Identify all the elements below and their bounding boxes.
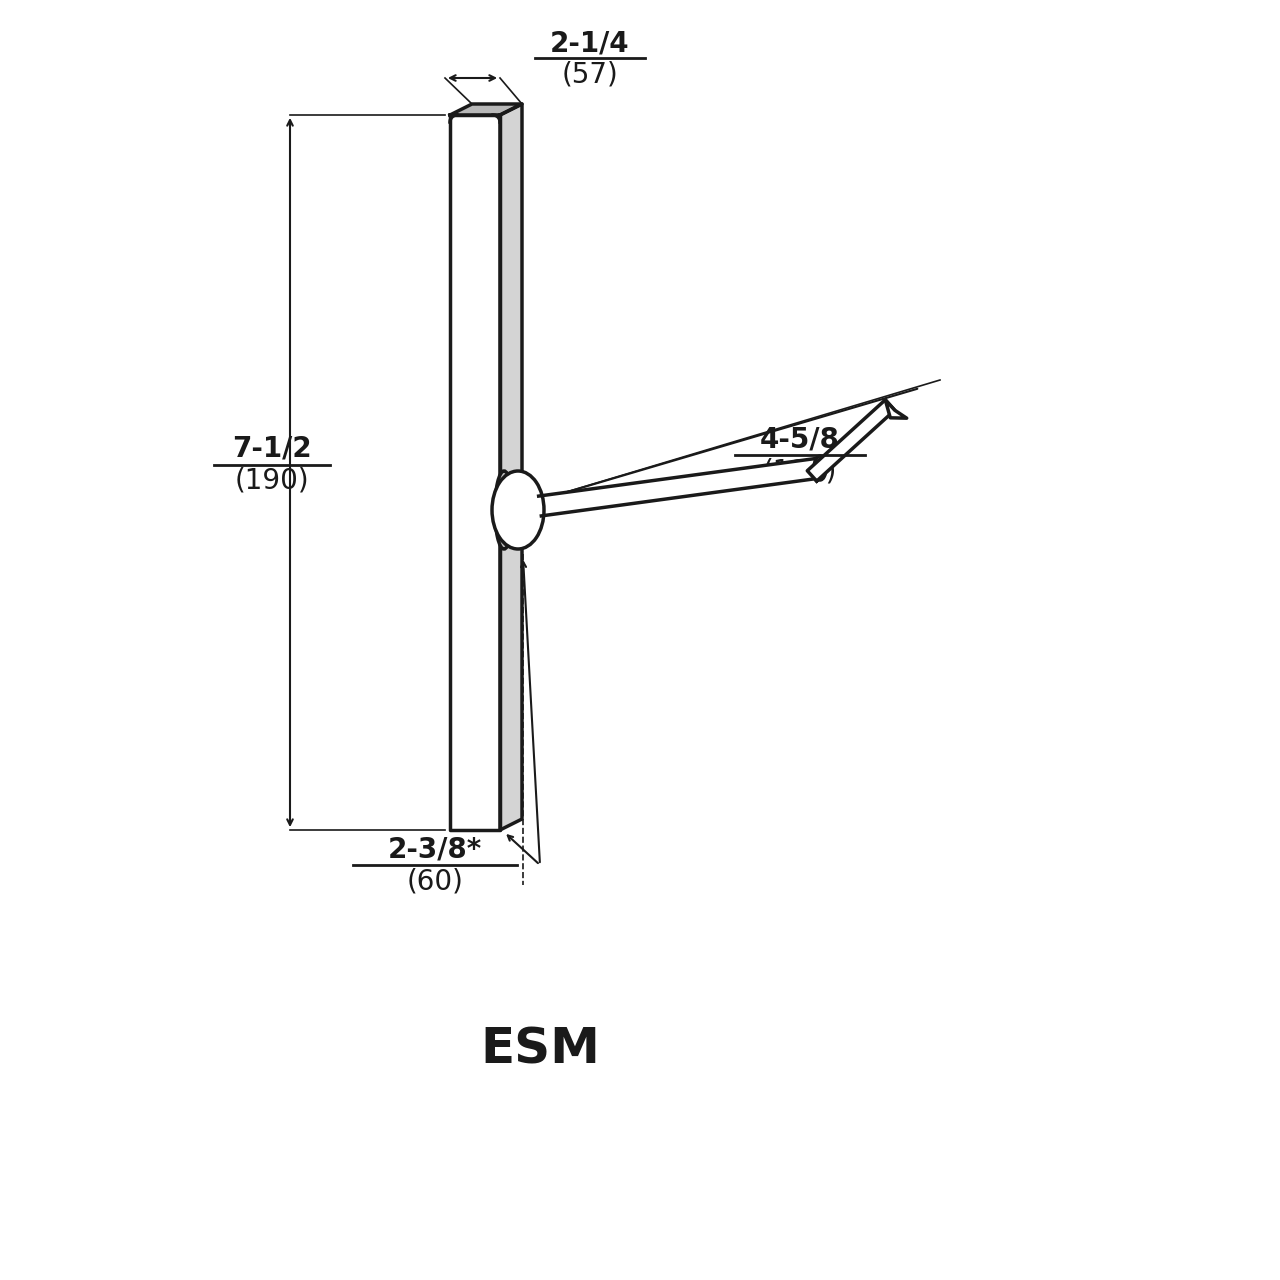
Text: 4-5/8: 4-5/8 (760, 425, 840, 453)
Text: ESM: ESM (480, 1027, 600, 1074)
Ellipse shape (814, 456, 826, 480)
Ellipse shape (495, 471, 513, 549)
Text: 2-1/4: 2-1/4 (550, 29, 630, 58)
Text: (60): (60) (407, 867, 463, 895)
Polygon shape (500, 104, 522, 829)
Polygon shape (451, 104, 522, 115)
Polygon shape (808, 399, 895, 481)
Text: 2-3/8*: 2-3/8* (388, 835, 483, 863)
Text: 7-1/2: 7-1/2 (232, 434, 312, 462)
Polygon shape (539, 458, 822, 516)
Text: (57): (57) (562, 60, 618, 88)
Text: (117): (117) (763, 457, 837, 485)
Polygon shape (886, 399, 906, 419)
Text: (190): (190) (234, 466, 310, 494)
Polygon shape (451, 115, 500, 829)
Ellipse shape (492, 471, 544, 549)
